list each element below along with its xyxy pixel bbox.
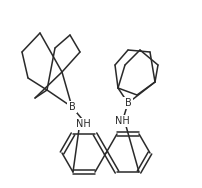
Text: B: B <box>124 98 131 108</box>
Text: B: B <box>68 102 75 112</box>
Text: NH: NH <box>114 116 129 126</box>
Text: NH: NH <box>75 119 90 129</box>
